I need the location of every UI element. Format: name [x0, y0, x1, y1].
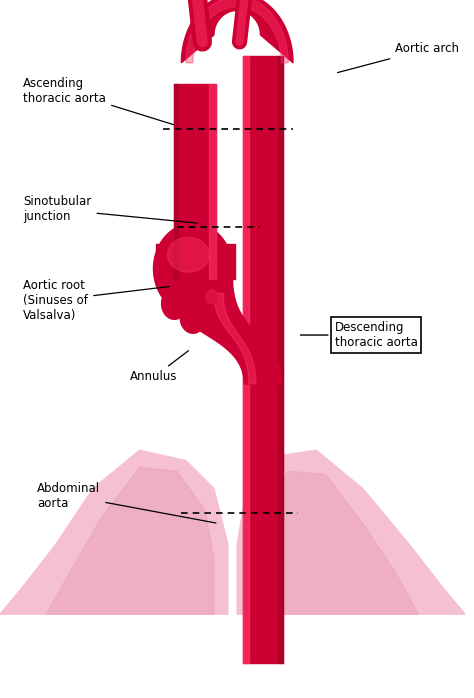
Polygon shape — [172, 279, 282, 384]
Text: Aortic root
(Sinuses of
Valsalva): Aortic root (Sinuses of Valsalva) — [23, 279, 169, 322]
Ellipse shape — [162, 288, 187, 320]
Polygon shape — [237, 450, 465, 614]
Polygon shape — [186, 0, 288, 63]
Polygon shape — [0, 450, 228, 614]
Polygon shape — [251, 471, 419, 614]
Text: Sinotubular
junction: Sinotubular junction — [23, 195, 197, 223]
Text: Descending
thoracic aorta: Descending thoracic aorta — [301, 321, 418, 349]
Text: Aortic arch: Aortic arch — [337, 43, 459, 73]
Ellipse shape — [208, 281, 234, 313]
Text: Ascending
thoracic aorta: Ascending thoracic aorta — [23, 77, 174, 125]
Ellipse shape — [167, 237, 210, 272]
Polygon shape — [46, 468, 214, 614]
Polygon shape — [154, 223, 233, 314]
Polygon shape — [214, 293, 256, 384]
Ellipse shape — [206, 290, 218, 304]
Text: Abdominal
aorta: Abdominal aorta — [37, 482, 216, 523]
Ellipse shape — [180, 302, 206, 334]
Polygon shape — [182, 0, 293, 63]
Text: Annulus: Annulus — [130, 350, 189, 383]
